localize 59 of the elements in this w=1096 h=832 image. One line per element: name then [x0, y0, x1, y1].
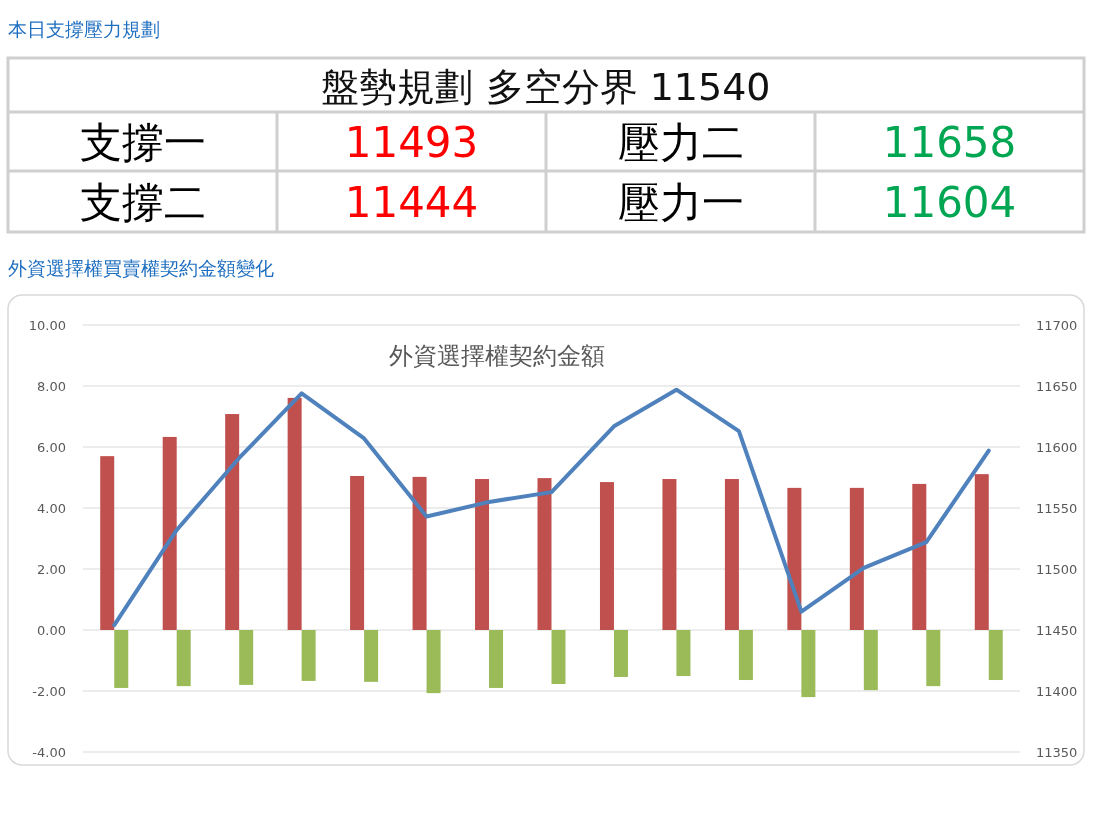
bar: [162, 436, 177, 630]
y2-tick-label: 11700: [1036, 318, 1078, 333]
y2-tick-label: 11400: [1036, 684, 1078, 699]
text: 11658: [882, 117, 1017, 167]
bar: [926, 630, 941, 687]
bar: [912, 483, 927, 630]
text: 壓力二: [617, 117, 744, 167]
bar: [176, 630, 191, 687]
bar: [114, 630, 129, 688]
text: 11493: [344, 117, 479, 167]
bar: [676, 630, 691, 677]
bar: [426, 630, 441, 694]
y2-tick-label: 11600: [1036, 440, 1078, 455]
bar: [489, 630, 504, 688]
y-tick-label: 0.00: [37, 623, 66, 638]
text: 壓力一: [617, 177, 744, 227]
chart-title: 外資選擇權買賣權契約金額變化: [8, 257, 274, 279]
y2-tick-label: 11550: [1036, 501, 1078, 516]
text: 外資選擇權契約金額: [389, 342, 605, 370]
y-tick-label: -2.00: [32, 684, 66, 699]
bar: [787, 487, 802, 630]
bar: [662, 479, 677, 630]
bar: [551, 630, 566, 684]
y-tick-label: 4.00: [37, 501, 66, 516]
y-tick-label: 8.00: [37, 379, 66, 394]
y-tick-label: 6.00: [37, 440, 66, 455]
bar: [724, 479, 739, 630]
y2-tick-label: 11650: [1036, 379, 1078, 394]
bar: [412, 476, 427, 630]
line-series: [112, 387, 991, 628]
y2-tick-label: 11500: [1036, 562, 1078, 577]
bar: [863, 630, 878, 691]
text: 11444: [344, 177, 479, 227]
bar: [239, 630, 254, 685]
bar: [287, 397, 302, 630]
text: 支撐二: [79, 177, 206, 227]
text: 盤勢規劃 多空分界 11540: [321, 65, 771, 109]
bar: [225, 414, 240, 630]
bar: [613, 630, 628, 677]
bar: [974, 474, 989, 630]
bar: [475, 479, 490, 630]
bar: [801, 630, 816, 698]
bar: [100, 456, 115, 630]
text: 支撐一: [79, 117, 206, 167]
bar: [301, 630, 316, 681]
text: 11604: [882, 177, 1017, 227]
bar: [599, 482, 614, 630]
bar: [738, 630, 753, 681]
y-tick-label: -4.00: [32, 745, 66, 760]
bar: [537, 478, 552, 630]
bar: [350, 475, 365, 630]
y-tick-label: 2.00: [37, 562, 66, 577]
bar: [849, 487, 864, 630]
bar: [988, 630, 1003, 681]
text: 本日支撐壓力規劃: [8, 18, 160, 40]
y2-tick-label: 11450: [1036, 623, 1078, 638]
bar: [364, 630, 379, 682]
y-tick-label: 10.00: [28, 318, 66, 333]
y2-tick-label: 11350: [1036, 745, 1078, 760]
